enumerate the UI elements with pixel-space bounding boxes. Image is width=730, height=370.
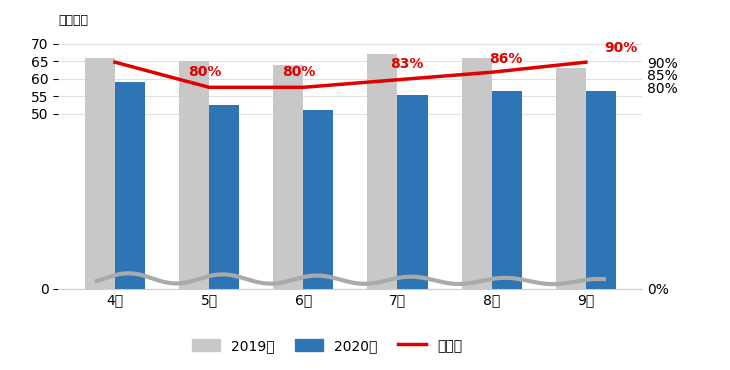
Text: 86%: 86% [489,52,523,66]
Bar [85,58,115,289]
Legend: 2019年, 2020年, 前年比: 2019年, 2020年, 前年比 [186,333,468,359]
Bar [492,91,522,289]
Bar [179,61,209,289]
Bar [303,110,334,289]
前年比 [582,60,591,64]
前年比 [204,85,213,90]
前年比 [299,85,307,90]
Text: 80%: 80% [282,64,315,78]
Bar [461,58,492,289]
Bar [586,91,616,289]
Bar [115,83,145,289]
Bar [398,95,428,289]
Bar [556,68,586,289]
Bar [209,105,239,289]
Text: 83%: 83% [391,57,423,71]
Text: 80%: 80% [188,64,221,78]
前年比 [393,78,402,82]
前年比 [488,70,496,74]
Bar [273,65,303,289]
Line: 前年比: 前年比 [115,62,586,87]
Text: 90%: 90% [604,41,638,55]
Text: （万回）: （万回） [58,14,88,27]
前年比 [110,60,119,64]
Bar [367,54,398,289]
